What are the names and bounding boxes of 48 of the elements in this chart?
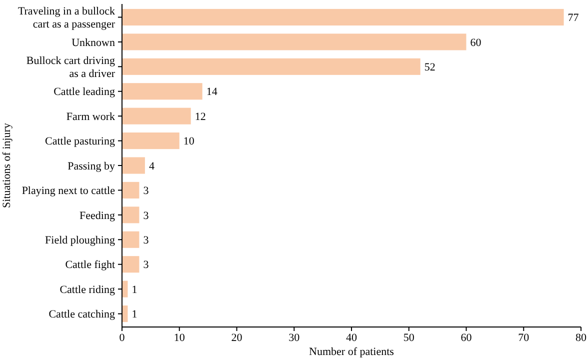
data-label: 12 bbox=[194, 110, 206, 123]
x-tick-label: 80 bbox=[576, 332, 587, 344]
data-label: 14 bbox=[206, 86, 218, 98]
y-axis-title: Situations of injury bbox=[1, 122, 13, 208]
y-tick-label: Farm work bbox=[66, 110, 116, 123]
data-label: 3 bbox=[143, 259, 150, 272]
x-tick-label: 30 bbox=[288, 332, 300, 344]
bar bbox=[122, 231, 140, 248]
x-axis-title: Number of patients bbox=[309, 346, 394, 358]
data-label: 1 bbox=[132, 308, 138, 321]
y-tick-label: Traveling in a bullock cart as a passenger bbox=[18, 6, 116, 31]
data-label: 60 bbox=[470, 36, 482, 49]
y-tick-label: Field ploughing bbox=[45, 234, 116, 246]
x-tick-label: 50 bbox=[403, 332, 415, 344]
y-tick-label: Feeding bbox=[80, 210, 116, 222]
data-label: 4 bbox=[148, 160, 155, 172]
data-label: 3 bbox=[143, 185, 150, 198]
y-tick-label: Cattle riding bbox=[60, 284, 116, 296]
bar bbox=[122, 108, 191, 124]
bar bbox=[122, 34, 466, 50]
data-label: 77 bbox=[568, 12, 580, 24]
data-label: 10 bbox=[183, 136, 195, 148]
data-label: 52 bbox=[424, 62, 436, 74]
bar bbox=[122, 256, 140, 273]
y-tick-label: Cattle pasturing bbox=[45, 136, 116, 148]
data-label: 1 bbox=[132, 284, 138, 296]
bar bbox=[122, 83, 202, 100]
y-tick-label: Bullock cart driving as a driver bbox=[26, 55, 116, 80]
y-tick-label: Unknown bbox=[72, 36, 116, 49]
y-tick-label: Passing by bbox=[68, 160, 116, 172]
bar bbox=[122, 157, 145, 174]
x-tick-label: 70 bbox=[518, 332, 530, 344]
y-tick-label: Cattle leading bbox=[54, 86, 116, 98]
y-tick-label: Playing next to cattle bbox=[22, 185, 116, 198]
x-tick-label: 40 bbox=[346, 332, 358, 344]
data-label: 3 bbox=[143, 210, 150, 222]
y-tick-label: Cattle fight bbox=[65, 259, 115, 272]
bar bbox=[122, 58, 420, 75]
data-label: 3 bbox=[143, 234, 150, 246]
x-tick-label: 0 bbox=[119, 332, 126, 344]
x-tick-label: 20 bbox=[231, 332, 243, 344]
bar bbox=[122, 206, 140, 224]
bar bbox=[122, 132, 180, 150]
bar bbox=[122, 8, 564, 26]
x-tick-label: 10 bbox=[174, 332, 186, 344]
x-tick-label: 60 bbox=[460, 332, 472, 344]
y-tick-label: Cattle catching bbox=[48, 308, 116, 321]
bar bbox=[122, 182, 140, 198]
